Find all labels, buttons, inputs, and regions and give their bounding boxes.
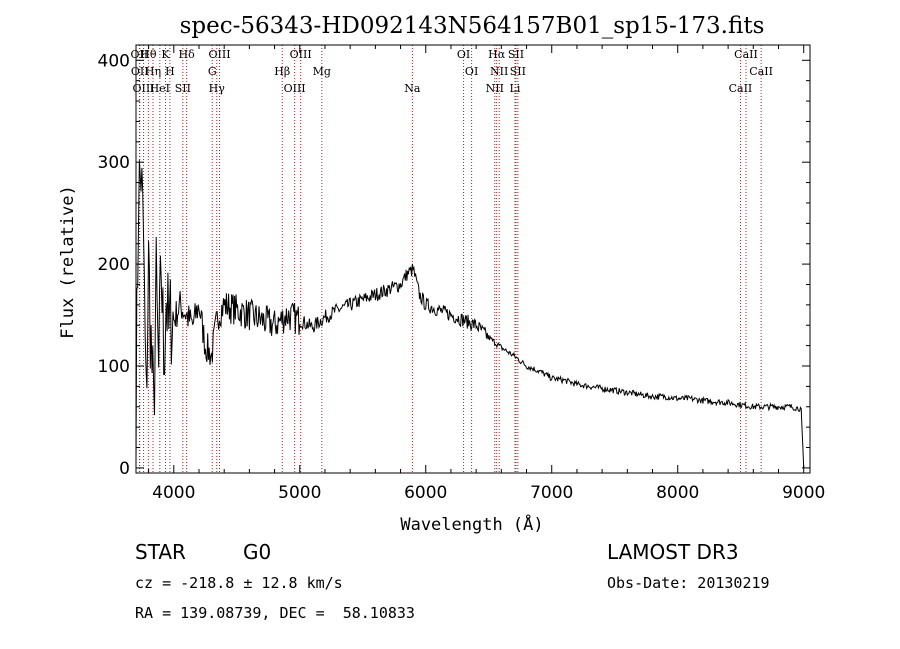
survey-name: LAMOST DR3: [607, 540, 739, 564]
spectral-line-label: OI: [457, 48, 470, 61]
y-tick-label: 200: [98, 255, 130, 275]
spectral-line-label: CaII: [749, 65, 773, 78]
spectral-line-label: CaII: [729, 82, 753, 95]
observation-date: Obs-Date: 20130219: [607, 574, 770, 592]
y-tick-label: 0: [119, 459, 130, 479]
spectral-line-label: OIII: [290, 48, 312, 61]
redshift-velocity: cz = -218.8 ± 12.8 km/s: [135, 574, 343, 592]
spectral-line-label: Mg: [313, 65, 331, 78]
y-axis-label: Flux (relative): [58, 185, 78, 339]
spectral-line-label: NII: [490, 65, 508, 78]
y-tick-label: 400: [98, 51, 130, 71]
spectral-line-labels: OIIOIIOIIIHθHηHeIKHSIIHδGHγOIIIHβOIIIOII…: [131, 48, 773, 95]
spectral-line-label: OIII: [284, 82, 306, 95]
spectral-line-label: OIII: [208, 48, 230, 61]
spectral-line-label: Hβ: [274, 65, 290, 78]
spectral-line-label: Hα: [488, 48, 506, 61]
x-axis-label: Wavelength (Å): [400, 513, 543, 535]
coordinates: RA = 139.08739, DEC = 58.10833: [135, 604, 415, 622]
y-tick-label: 300: [98, 153, 130, 173]
flux-series-line: [135, 160, 805, 468]
y-axis-ticks: 0 100 200 300 400: [98, 51, 810, 479]
spectral-line-label: H: [165, 65, 175, 78]
object-subclass: G0: [243, 540, 272, 564]
x-tick-label: 5000: [278, 483, 321, 503]
spectral-line-label: SII: [175, 82, 191, 95]
spectral-line-label: OIII: [133, 82, 155, 95]
y-tick-label: 100: [98, 357, 130, 377]
spectral-line-label: SII: [508, 48, 524, 61]
x-tick-label: 7000: [530, 483, 573, 503]
spectral-line-label: HeI: [150, 82, 170, 95]
x-tick-label: 4000: [152, 483, 195, 503]
chart-title: spec-56343-HD092143N564157B01_sp15-173.f…: [180, 13, 765, 39]
spectral-line-label: CaII: [734, 48, 758, 61]
spectral-line-markers: [138, 45, 762, 473]
x-tick-label: 6000: [404, 483, 447, 503]
spectral-line-label: NII: [486, 82, 504, 95]
spectral-line-label: Li: [510, 82, 521, 95]
spectral-line-label: K: [161, 48, 170, 61]
spectral-line-label: OII: [131, 48, 149, 61]
spectral-line-label: Na: [404, 82, 421, 95]
x-tick-label: 9000: [782, 483, 825, 503]
spectral-line-label: G: [208, 65, 217, 78]
spectral-line-label: OII: [131, 65, 149, 78]
spectral-line-label: Hθ: [140, 48, 157, 61]
spectral-line-label: SII: [510, 65, 526, 78]
plot-frame: [135, 44, 811, 474]
spectral-line-label: OI: [465, 65, 478, 78]
spectral-line-label: Hη: [145, 65, 161, 78]
spectral-line-label: Hγ: [209, 82, 226, 95]
object-class: STAR: [135, 540, 186, 564]
x-tick-label: 8000: [656, 483, 699, 503]
x-axis-ticks: 4000 5000 6000 7000 8000 9000: [148, 45, 825, 503]
spectral-line-label: Hδ: [179, 48, 196, 61]
